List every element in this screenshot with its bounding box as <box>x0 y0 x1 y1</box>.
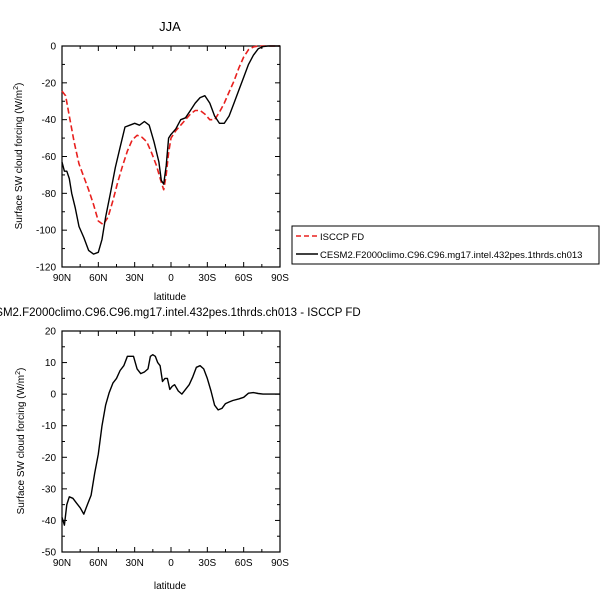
bottom-y-tick-label: -40 <box>42 516 57 527</box>
bottom-x-tick-label: 30S <box>198 558 216 569</box>
top-y-axis-label-sup: 2 <box>13 86 20 90</box>
bottom-y-tick-label: -30 <box>42 484 57 495</box>
bottom-y-axis: 20 10 0 -10 -20 -30 -40 -50 <box>42 327 280 559</box>
bottom-plot-lines <box>61 354 280 526</box>
bottom-y-tick-label: 20 <box>45 327 57 338</box>
bottom-x-tick-label: 60S <box>235 558 253 569</box>
legend-label-isccp: ISCCP FD <box>320 232 364 243</box>
top-y-tick-label: -100 <box>36 226 56 237</box>
bottom-y-axis-label-end: ) <box>16 368 27 371</box>
bottom-series-line-0 <box>61 354 280 526</box>
bottom-x-tick-label: 90S <box>271 558 289 569</box>
top-x-tick-label: 90N <box>53 273 71 284</box>
top-x-axis-label: latitude <box>154 292 187 303</box>
top-y-axis-label: Surface SW cloud forcing (W/m2) <box>13 83 25 230</box>
top-x-tick-label: 0 <box>168 273 174 284</box>
bottom-y-tick-label: -20 <box>42 453 57 464</box>
bottom-y-axis-label: Surface SW cloud forcing (W/m2) <box>15 368 27 515</box>
top-y-tick-label: 0 <box>50 42 56 53</box>
bottom-x-axis: 90N 60N 30N 0 30S 60S 90S <box>53 331 289 569</box>
top-panel: JJA 0 -20 -40 -60 -80 -100 -120 90N 60N 30N 0 30S 6… <box>13 19 600 303</box>
top-y-axis-label-main: Surface SW cloud forcing (W/m <box>14 90 25 229</box>
top-plot-lines <box>61 45 280 255</box>
top-series-line-0 <box>61 45 280 226</box>
bottom-x-tick-label: 90N <box>53 558 71 569</box>
top-x-axis: 90N 60N 30N 0 30S 60S 90S <box>53 46 289 284</box>
top-y-tick-label: -40 <box>42 115 57 126</box>
top-series-line-1 <box>61 45 280 255</box>
top-y-tick-label: -60 <box>42 152 57 163</box>
legend-frame <box>291 225 600 265</box>
bottom-panel-title: CESM2.F2000climo.C96.C96.mg17.intel.432p… <box>0 307 361 319</box>
top-x-tick-label: 90S <box>271 273 289 284</box>
top-legend: ISCCP FD CESM2.F2000climo.C96.C96.mg17.i… <box>291 225 600 265</box>
top-y-tick-label: -20 <box>42 78 57 89</box>
bottom-x-tick-label: 60N <box>89 558 107 569</box>
bottom-y-tick-label: -50 <box>42 548 57 559</box>
top-y-tick-label: -80 <box>42 189 57 200</box>
bottom-y-axis-label-sup: 2 <box>15 371 22 375</box>
bottom-y-axis-label-main: Surface SW cloud forcing (W/m <box>16 375 27 514</box>
top-x-tick-label: 60S <box>235 273 253 284</box>
top-y-axis-label-end: ) <box>14 83 25 86</box>
bottom-panel: CESM2.F2000climo.C96.C96.mg17.intel.432p… <box>0 307 361 592</box>
top-x-tick-label: 30N <box>125 273 143 284</box>
top-x-tick-label: 60N <box>89 273 107 284</box>
legend-label-cesm2: CESM2.F2000climo.C96.C96.mg17.intel.432p… <box>320 250 582 261</box>
bottom-x-tick-label: 0 <box>168 558 174 569</box>
bottom-x-axis-label: latitude <box>154 581 187 592</box>
bottom-y-tick-label: -10 <box>42 421 57 432</box>
top-plot-frame <box>61 45 281 268</box>
top-y-axis: 0 -20 -40 -60 -80 -100 -120 <box>36 42 280 274</box>
top-panel-title: JJA <box>159 19 181 34</box>
bottom-y-tick-label: 0 <box>50 390 56 401</box>
bottom-x-tick-label: 30N <box>125 558 143 569</box>
top-y-tick-label: -120 <box>36 263 56 274</box>
top-x-tick-label: 30S <box>198 273 216 284</box>
bottom-plot-frame <box>61 330 281 553</box>
bottom-y-tick-label: 10 <box>45 358 57 369</box>
